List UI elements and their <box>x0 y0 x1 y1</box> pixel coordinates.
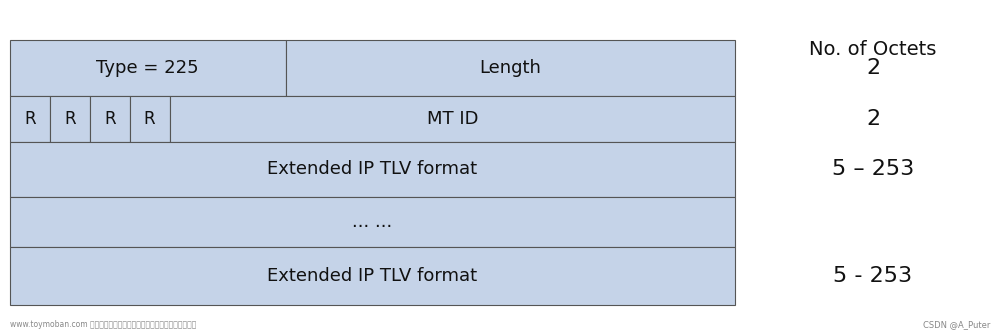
Text: R: R <box>104 110 116 128</box>
Text: R: R <box>64 110 76 128</box>
Text: 2: 2 <box>866 109 880 129</box>
FancyBboxPatch shape <box>10 197 735 247</box>
Text: No. of Octets: No. of Octets <box>809 40 937 59</box>
Text: R: R <box>24 110 36 128</box>
FancyBboxPatch shape <box>10 40 286 96</box>
FancyBboxPatch shape <box>10 142 735 197</box>
FancyBboxPatch shape <box>10 96 50 142</box>
Text: www.toymoban.com 网络图片仅供展示，非庆顓，如有侵权请联系删除。: www.toymoban.com 网络图片仅供展示，非庆顓，如有侵权请联系删除。 <box>10 320 196 329</box>
Text: CSDN @A_Puter: CSDN @A_Puter <box>923 320 990 329</box>
Text: R: R <box>144 110 155 128</box>
FancyBboxPatch shape <box>90 96 130 142</box>
Text: 5 – 253: 5 – 253 <box>832 159 914 179</box>
Text: Type = 225: Type = 225 <box>96 59 199 77</box>
Text: MT ID: MT ID <box>427 110 478 128</box>
Text: Extended IP TLV format: Extended IP TLV format <box>267 267 478 285</box>
FancyBboxPatch shape <box>130 96 170 142</box>
Text: Extended IP TLV format: Extended IP TLV format <box>267 160 478 178</box>
FancyBboxPatch shape <box>50 96 90 142</box>
Text: 2: 2 <box>866 58 880 78</box>
Text: Length: Length <box>479 59 541 77</box>
FancyBboxPatch shape <box>10 247 735 305</box>
FancyBboxPatch shape <box>286 40 735 96</box>
Text: ... ...: ... ... <box>352 213 393 231</box>
Text: 5 - 253: 5 - 253 <box>833 266 913 286</box>
FancyBboxPatch shape <box>170 96 735 142</box>
